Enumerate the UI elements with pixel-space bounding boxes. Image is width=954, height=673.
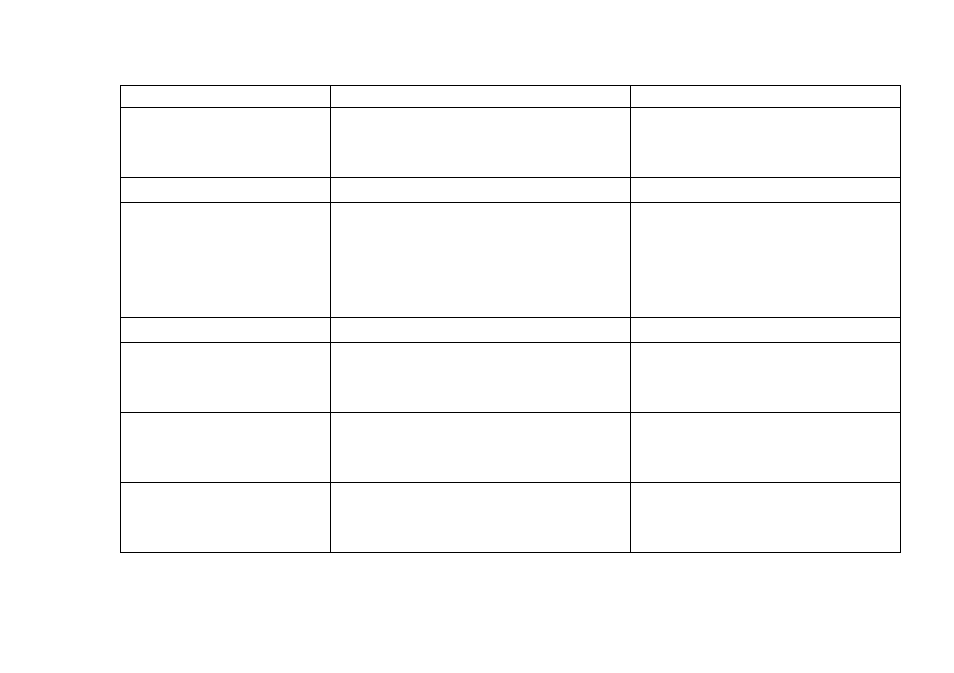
table-row	[121, 343, 901, 413]
table-cell	[631, 86, 901, 108]
table-cell	[331, 108, 631, 178]
table-cell	[121, 413, 331, 483]
table-cell	[631, 483, 901, 553]
table-cell	[121, 483, 331, 553]
table-cell	[331, 318, 631, 343]
table-cell	[121, 108, 331, 178]
table-cell	[631, 178, 901, 203]
table-cell	[331, 178, 631, 203]
table-row	[121, 203, 901, 318]
table-row	[121, 178, 901, 203]
table-cell	[331, 483, 631, 553]
table-cell	[121, 318, 331, 343]
table-row	[121, 318, 901, 343]
table-row	[121, 86, 901, 108]
table-cell	[631, 203, 901, 318]
page: SOUNDMAX	[0, 0, 954, 673]
table-cell	[121, 178, 331, 203]
table-cell	[121, 86, 331, 108]
table-row	[121, 483, 901, 553]
table-cell	[331, 86, 631, 108]
table-cell	[631, 413, 901, 483]
table-cell	[631, 108, 901, 178]
table-container	[120, 85, 901, 553]
table-cell	[331, 413, 631, 483]
table-cell	[121, 343, 331, 413]
table-cell	[631, 343, 901, 413]
table-row	[121, 413, 901, 483]
table-row	[121, 108, 901, 178]
table-cell	[331, 203, 631, 318]
table-cell	[331, 343, 631, 413]
table-cell	[631, 318, 901, 343]
table-cell	[121, 203, 331, 318]
data-table	[120, 85, 901, 553]
